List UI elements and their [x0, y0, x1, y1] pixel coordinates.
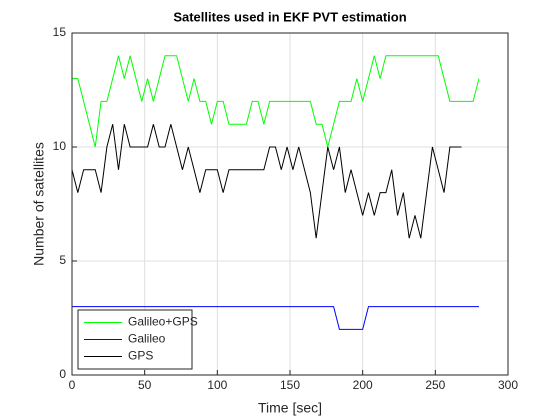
x-tick-label: 100: [207, 378, 227, 392]
x-tick-label: 0: [69, 378, 76, 392]
y-axis-label: Number of satellites: [31, 142, 47, 266]
legend-label: Galileo+GPS: [128, 315, 198, 329]
x-tick-label: 50: [138, 378, 152, 392]
series-line: [72, 306, 479, 330]
y-tick-label: 5: [59, 253, 66, 267]
chart-title: Satellites used in EKF PVT estimation: [173, 9, 406, 24]
x-axis-label: Time [sec]: [258, 400, 322, 416]
legend: Galileo+GPS Galileo GPS: [77, 309, 198, 370]
y-tick-label: 15: [53, 25, 67, 39]
x-tick-label: 300: [498, 378, 518, 392]
legend-label: Galileo: [128, 332, 166, 346]
x-tick-label: 200: [353, 378, 373, 392]
x-tick-label: 150: [280, 378, 300, 392]
x-tick-label: 250: [425, 378, 445, 392]
series-line: [71, 124, 462, 239]
y-tick-label: 0: [59, 367, 66, 381]
legend-label: GPS: [128, 349, 153, 363]
y-tick-label: 10: [53, 139, 67, 153]
plot-frame: [71, 32, 509, 376]
series-line: [72, 55, 480, 148]
